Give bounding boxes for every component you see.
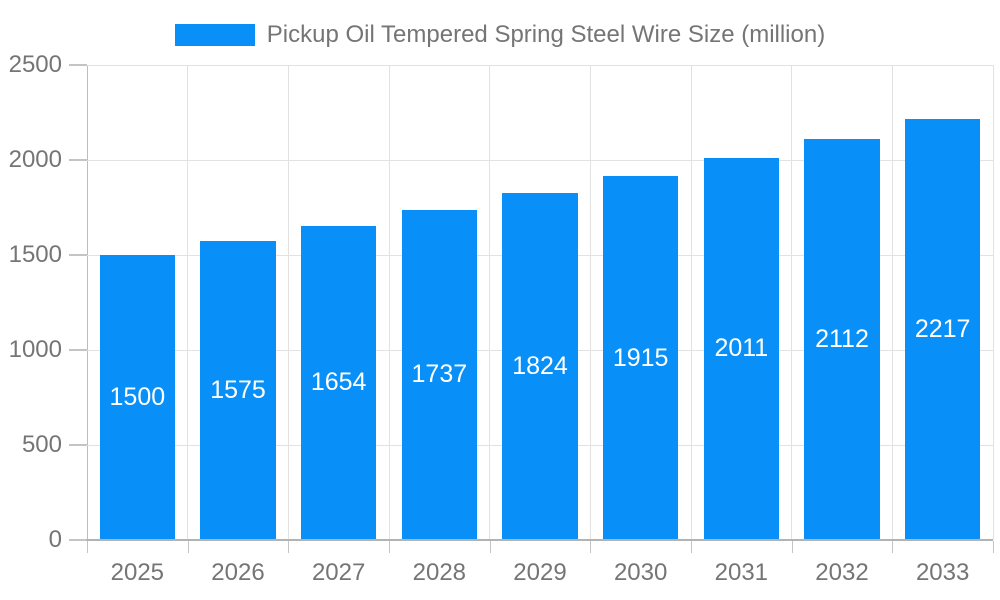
x-axis-tick xyxy=(791,541,793,553)
x-axis-tick xyxy=(993,541,994,553)
gridline-vertical xyxy=(187,65,189,540)
x-axis-tick xyxy=(691,541,692,553)
gridline-vertical xyxy=(992,65,994,540)
y-tick-label: 0 xyxy=(48,526,62,553)
bar-value-label: 2217 xyxy=(914,314,971,343)
x-axis-line xyxy=(86,539,993,541)
gridline-vertical xyxy=(388,65,390,540)
x-tick-label: 2032 xyxy=(815,559,869,586)
x-tick-label: 2033 xyxy=(915,559,970,586)
bar[interactable]: 1500 xyxy=(99,255,176,540)
bar[interactable]: 1824 xyxy=(502,193,578,540)
y-axis-tick xyxy=(69,64,87,66)
plot-area: 1500 1575 1654 1737 1824 1915 2011 2112 2217 xyxy=(86,64,994,541)
bar-value-label: 1915 xyxy=(612,343,669,372)
bar-value-label: 1654 xyxy=(310,368,367,397)
bar-value-label: 1575 xyxy=(210,375,266,404)
y-tick-label: 2500 xyxy=(8,51,62,78)
y-axis-tick xyxy=(69,349,87,351)
y-axis-tick xyxy=(69,159,87,161)
gridline-vertical xyxy=(589,65,591,540)
gridline-vertical xyxy=(891,65,893,540)
x-axis-tick xyxy=(489,541,491,553)
x-tick-label: 2030 xyxy=(613,559,668,586)
bar-value-label: 1824 xyxy=(512,352,568,381)
y-axis-tick xyxy=(69,254,87,256)
bar[interactable]: 1654 xyxy=(300,225,377,540)
x-axis-tick xyxy=(187,541,189,553)
y-axis-line xyxy=(87,65,88,540)
y-axis-tick xyxy=(69,444,87,446)
bar-value-label: 2112 xyxy=(815,324,869,353)
x-tick-label: 2027 xyxy=(311,559,366,586)
y-axis-tick xyxy=(69,539,87,541)
bar[interactable]: 1915 xyxy=(602,176,679,540)
bar[interactable]: 1737 xyxy=(401,209,478,540)
bar[interactable]: 2217 xyxy=(904,118,981,540)
bar[interactable]: 1575 xyxy=(200,240,276,540)
x-tick-label: 2025 xyxy=(110,559,165,586)
x-tick-label: 2028 xyxy=(412,559,467,586)
gridline-vertical xyxy=(791,65,793,540)
gridline-vertical xyxy=(489,65,491,540)
bar-value-label: 2011 xyxy=(714,334,769,363)
x-axis-tick xyxy=(892,541,894,553)
legend: Pickup Oil Tempered Spring Steel Wire Si… xyxy=(0,21,1000,49)
legend-swatch-icon xyxy=(174,24,255,46)
y-tick-label: 500 xyxy=(21,431,62,458)
bar-value-label: 1737 xyxy=(411,360,468,389)
x-axis-tick xyxy=(590,541,592,553)
bar[interactable]: 2011 xyxy=(703,157,780,540)
x-tick-label: 2029 xyxy=(513,559,567,586)
x-axis-tick xyxy=(87,541,88,553)
y-tick-label: 2000 xyxy=(8,146,62,173)
gridline-vertical xyxy=(287,65,289,540)
y-tick-label: 1000 xyxy=(8,336,62,363)
x-axis-tick xyxy=(389,541,390,553)
x-tick-label: 2031 xyxy=(714,559,769,586)
x-axis-tick xyxy=(288,541,290,553)
legend-label: Pickup Oil Tempered Spring Steel Wire Si… xyxy=(266,21,826,48)
gridline-horizontal xyxy=(87,159,993,161)
gridline-vertical xyxy=(690,65,692,540)
bar[interactable]: 2112 xyxy=(804,138,880,540)
y-tick-label: 1500 xyxy=(8,241,62,268)
legend-item[interactable]: Pickup Oil Tempered Spring Steel Wire Si… xyxy=(174,21,826,49)
x-tick-label: 2026 xyxy=(211,559,265,586)
gridline-horizontal xyxy=(87,64,993,66)
bar-value-label: 1500 xyxy=(109,383,166,411)
